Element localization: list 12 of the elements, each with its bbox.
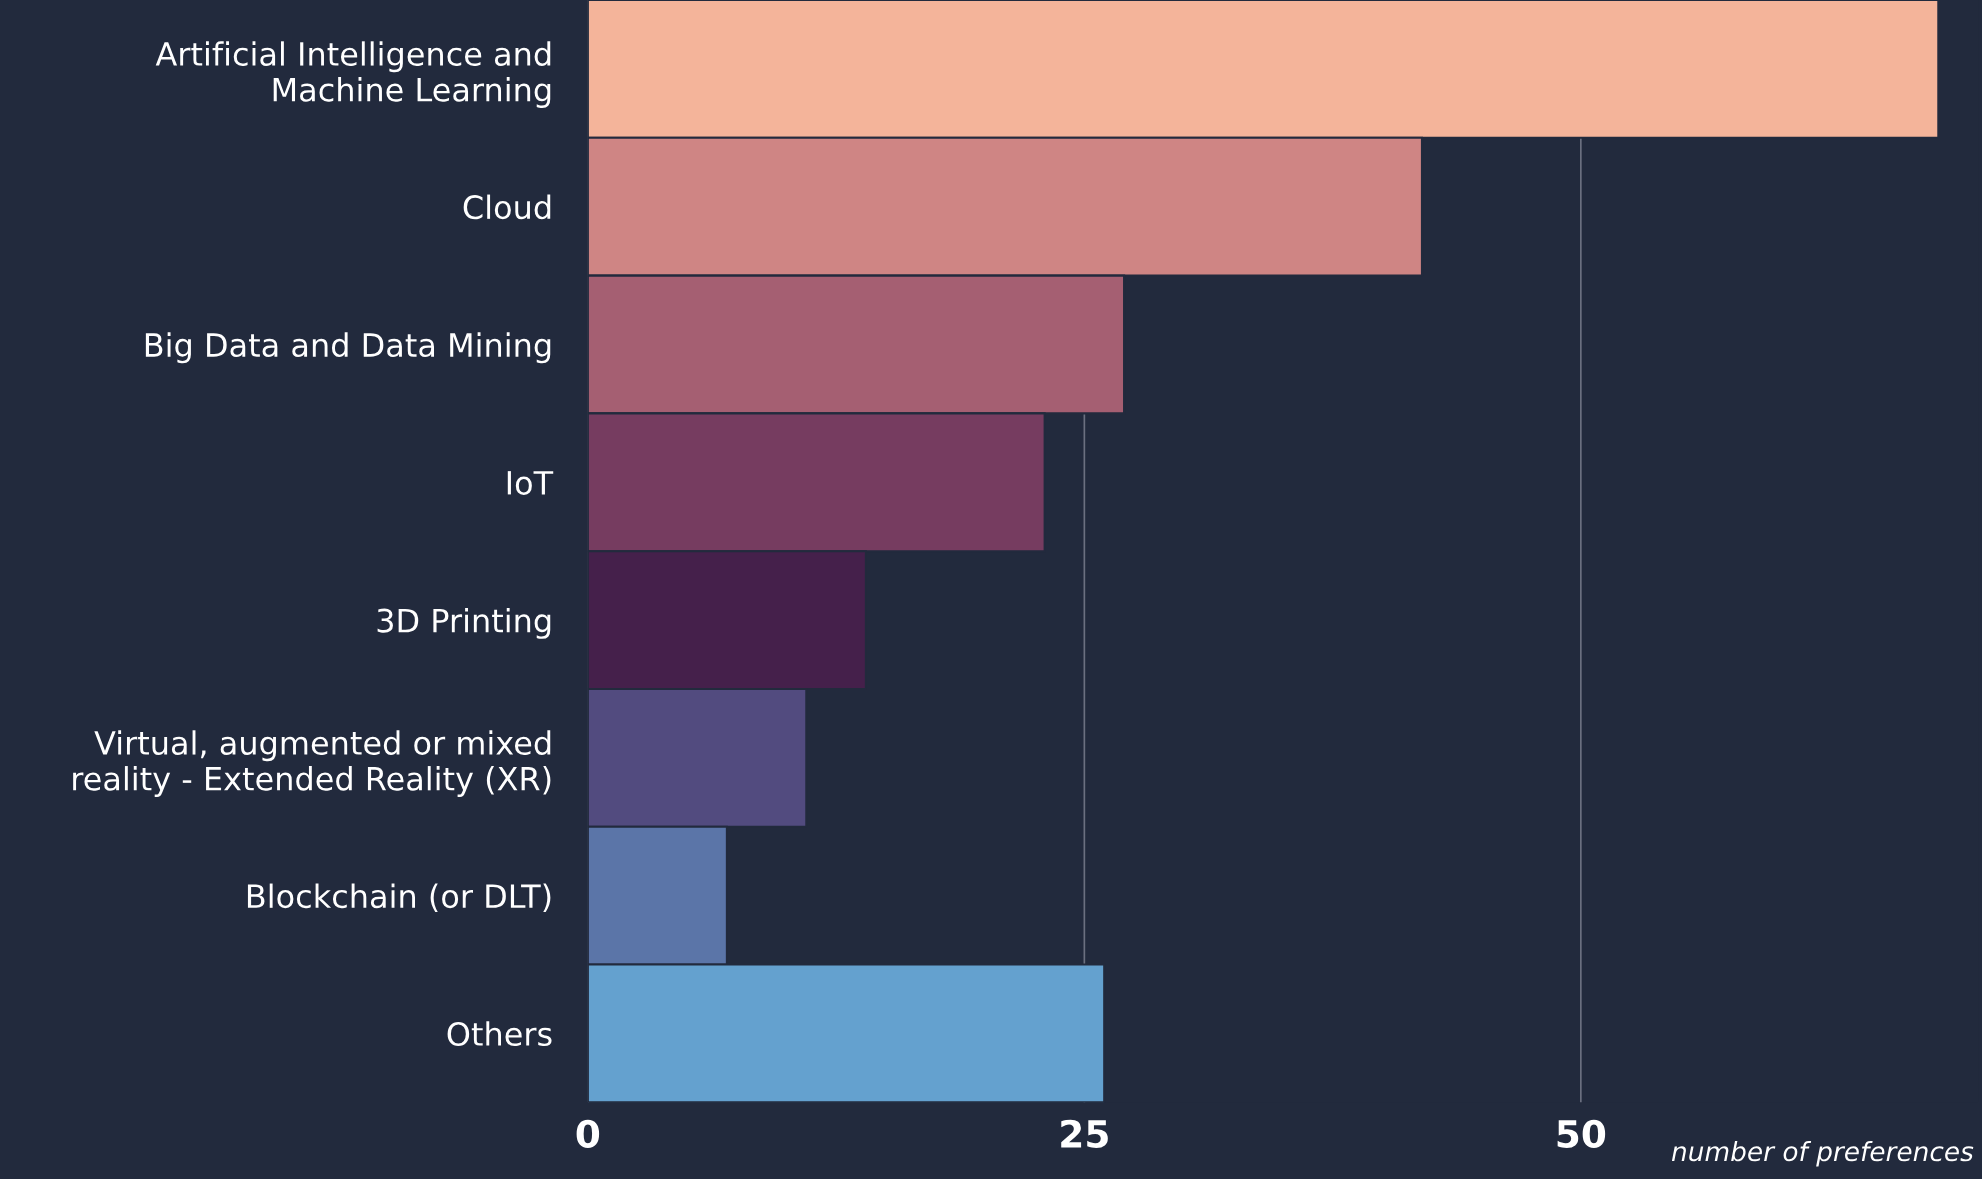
y-tick-label: Blockchain (or DLT) [247, 883, 551, 913]
y-tick-label: Virtual, augmented or mixed reality - Extended Reality (XR) [73, 730, 551, 797]
x-tick-label: 25 [1061, 1119, 1108, 1149]
x-tick-label: 0 [576, 1119, 600, 1149]
x-axis-title: number of preferences [1671, 1140, 1974, 1167]
x-tick-label: 50 [1557, 1119, 1606, 1149]
y-tick-label: IoT [507, 471, 554, 495]
y-tick-label: Artificial Intelligence and Machine Learning [155, 41, 551, 108]
y-tick-label: Big Data and Data Mining [145, 332, 551, 364]
y-tick-label: Cloud [463, 194, 551, 220]
y-tick-label: 3D Printing [377, 607, 551, 639]
y-tick-label: Others [447, 1021, 552, 1047]
